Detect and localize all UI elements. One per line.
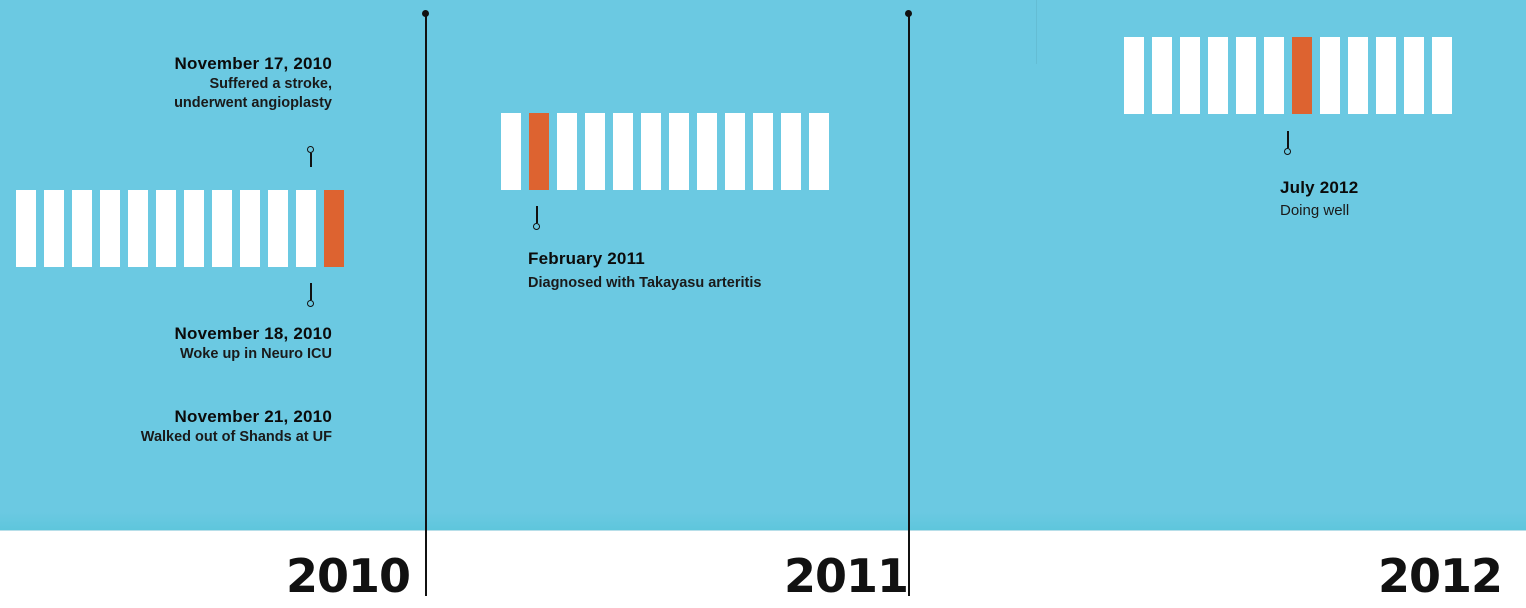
month-bar <box>753 113 773 190</box>
event-description: Woke up in Neuro ICU <box>180 346 332 363</box>
event-jul-2012: July 2012 Doing well <box>1280 177 1358 221</box>
year-label-2012: 2012 <box>1378 549 1503 603</box>
month-bar <box>1432 37 1452 114</box>
month-bar <box>1236 37 1256 114</box>
event-nov-17-2010: November 17, 2010 Suffered a stroke, und… <box>157 53 332 113</box>
month-bar <box>781 113 801 190</box>
month-bar <box>44 190 64 267</box>
month-bar <box>1180 37 1200 114</box>
month-bar <box>1404 37 1424 114</box>
panel-edge <box>0 512 1526 531</box>
month-bar <box>1264 37 1284 114</box>
month-bar <box>212 190 232 267</box>
month-bar <box>268 190 288 267</box>
months-2010 <box>16 190 346 267</box>
month-bar <box>72 190 92 267</box>
divider-2010 <box>425 13 427 596</box>
month-bar <box>585 113 605 190</box>
month-bar-highlighted <box>324 190 344 267</box>
month-bar-highlighted <box>1292 37 1312 114</box>
month-bar <box>669 113 689 190</box>
month-bar <box>100 190 120 267</box>
month-bar <box>641 113 661 190</box>
event-nov-18-2010: November 18, 2010 Woke up in Neuro ICU <box>175 323 332 364</box>
faint-divider <box>1036 0 1037 64</box>
months-2012 <box>1124 37 1454 114</box>
month-bar <box>1348 37 1368 114</box>
month-bar <box>725 113 745 190</box>
event-feb-2011: February 2011 Diagnosed with Takayasu ar… <box>528 248 761 293</box>
month-bar <box>1208 37 1228 114</box>
month-bar <box>184 190 204 267</box>
month-bar <box>557 113 577 190</box>
event-date: November 18, 2010 <box>174 324 332 343</box>
divider-2011 <box>908 13 910 596</box>
month-bar <box>1124 37 1144 114</box>
event-description: Walked out of Shands at UF <box>140 429 332 446</box>
divider-dot-2010 <box>422 10 429 17</box>
month-bar <box>613 113 633 190</box>
event-date: February 2011 <box>528 249 645 268</box>
month-bar <box>809 113 829 190</box>
year-label-2010: 2010 <box>286 549 411 603</box>
month-bar <box>1376 37 1396 114</box>
month-bar <box>16 190 36 267</box>
event-date: July 2012 <box>1280 178 1359 197</box>
month-bar <box>240 190 260 267</box>
event-description: Doing well <box>1280 202 1350 220</box>
year-label-2011: 2011 <box>784 549 909 603</box>
month-bar <box>1152 37 1172 114</box>
month-bar <box>501 113 521 190</box>
event-date: November 17, 2010 <box>174 54 332 73</box>
event-description: Diagnosed with Takayasu arteritis <box>528 275 762 292</box>
month-bar <box>697 113 717 190</box>
month-bar <box>128 190 148 267</box>
event-date: November 21, 2010 <box>174 407 332 426</box>
divider-dot-2011 <box>905 10 912 17</box>
month-bar <box>296 190 316 267</box>
month-bar-highlighted <box>529 113 549 190</box>
months-2011 <box>501 113 831 190</box>
month-bar <box>1320 37 1340 114</box>
event-nov-21-2010: November 21, 2010 Walked out of Shands a… <box>141 406 332 447</box>
month-bar <box>156 190 176 267</box>
event-description: Suffered a stroke, underwent angioplasty <box>174 76 332 111</box>
